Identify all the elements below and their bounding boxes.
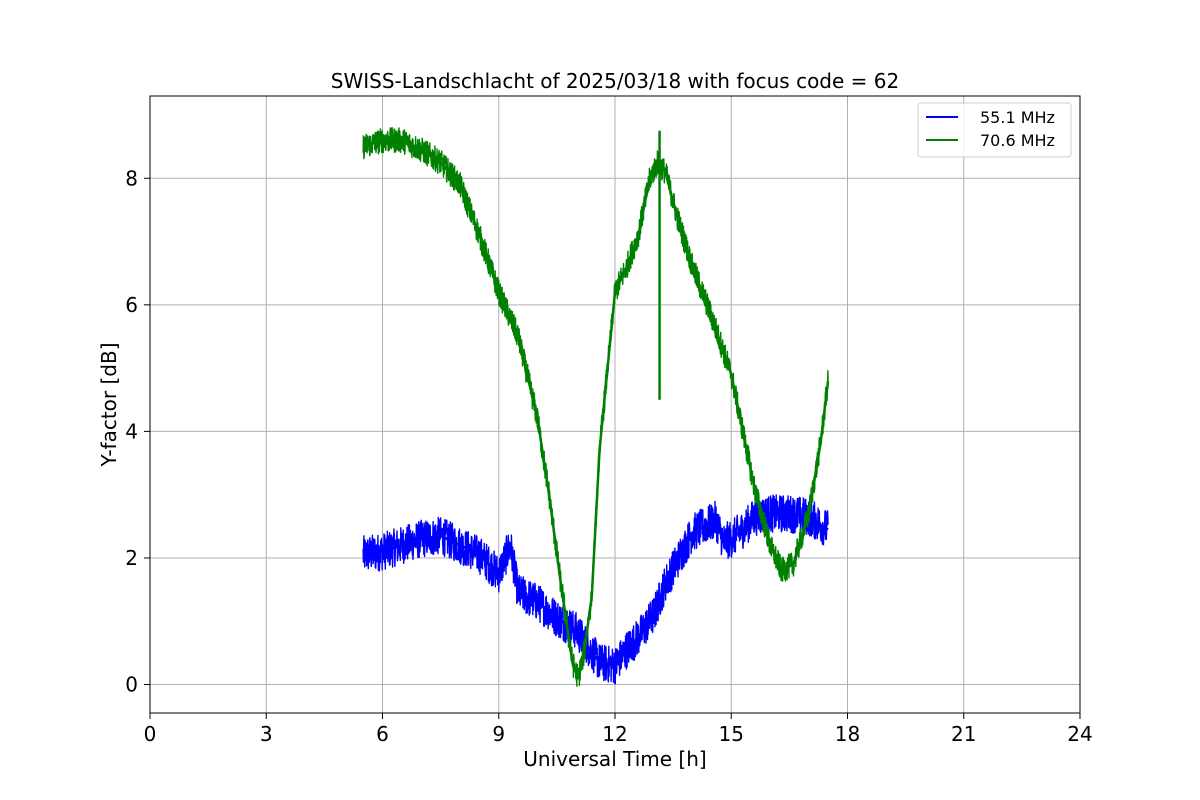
y-tick-label: 2 bbox=[125, 546, 138, 570]
series-trend-55-1-mhz bbox=[362, 512, 829, 667]
x-tick-label: 0 bbox=[144, 722, 157, 746]
legend-label-55-1-mhz: 55.1 MHz bbox=[980, 108, 1055, 127]
series-55-1-mhz bbox=[362, 494, 829, 685]
series-trend-70-6-mhz bbox=[362, 139, 830, 680]
x-tick-label: 3 bbox=[260, 722, 273, 746]
y-tick-label: 8 bbox=[125, 166, 138, 190]
x-axis-label: Universal Time [h] bbox=[523, 747, 706, 771]
legend: 55.1 MHz 70.6 MHz bbox=[917, 102, 1072, 158]
y-tick-label: 4 bbox=[125, 419, 138, 443]
x-tick-label: 12 bbox=[602, 722, 627, 746]
x-tick-label: 9 bbox=[492, 722, 505, 746]
series-70-6-mhz bbox=[362, 126, 830, 687]
legend-label-70-6-mhz: 70.6 MHz bbox=[980, 131, 1055, 150]
y-tick-label: 6 bbox=[125, 293, 138, 317]
y-ticks: 0 2 4 6 8 bbox=[125, 166, 150, 697]
x-tick-label: 6 bbox=[376, 722, 389, 746]
x-tick-label: 21 bbox=[951, 722, 976, 746]
y-axis-label: Y-factor [dB] bbox=[97, 342, 121, 467]
x-tick-label: 18 bbox=[835, 722, 860, 746]
x-tick-label: 15 bbox=[719, 722, 744, 746]
chart-title: SWISS-Landschlacht of 2025/03/18 with fo… bbox=[331, 69, 899, 93]
x-ticks: 0 3 6 9 12 15 18 21 24 bbox=[144, 713, 1093, 746]
x-tick-label: 24 bbox=[1067, 722, 1092, 746]
y-tick-label: 0 bbox=[125, 673, 138, 697]
series-layer bbox=[362, 126, 830, 687]
series-line-55-1-mhz bbox=[362, 494, 829, 685]
